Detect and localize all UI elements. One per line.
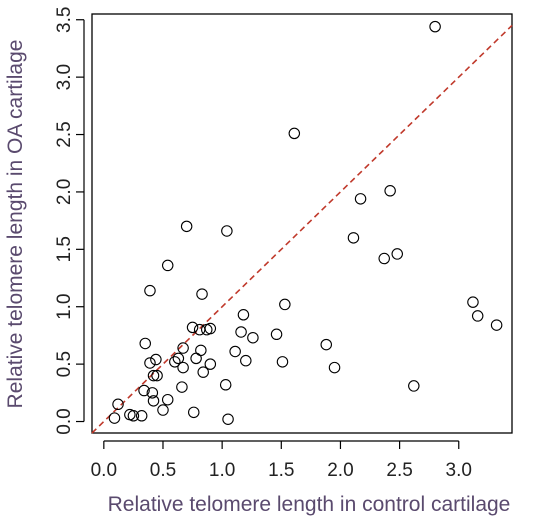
- data-point: [204, 358, 217, 370]
- data-point: [328, 361, 341, 374]
- y-tick-label: 0.0: [54, 408, 75, 434]
- data-point: [490, 319, 503, 331]
- data-point: [288, 127, 301, 140]
- data-point: [147, 395, 160, 407]
- y-tick-label: 1.0: [54, 294, 75, 320]
- data-point: [147, 369, 160, 382]
- x-axis-title: Relative telomere length in control cart…: [108, 493, 511, 516]
- data-point: [240, 354, 252, 367]
- data-point: [221, 225, 233, 237]
- data-point: [161, 259, 174, 272]
- data-point: [177, 361, 189, 374]
- data-point: [169, 356, 181, 368]
- data-point: [180, 220, 193, 233]
- data-point: [247, 331, 259, 344]
- data-point: [354, 193, 367, 205]
- reference-line: [91, 24, 513, 434]
- data-point: [177, 342, 189, 354]
- data-point: [235, 326, 247, 338]
- data-point: [127, 410, 140, 422]
- x-tick-label: 2.0: [327, 460, 353, 481]
- y-tick-label: 0.5: [54, 351, 75, 377]
- data-point: [157, 404, 169, 416]
- data-point: [391, 248, 403, 260]
- y-tick-label: 2.0: [54, 179, 75, 205]
- data-point: [172, 352, 185, 365]
- data-point: [408, 380, 420, 392]
- reference-line-layer: [91, 24, 513, 434]
- data-point: [151, 369, 163, 382]
- y-tick-label: 1.5: [54, 236, 75, 262]
- data-point: [378, 252, 390, 265]
- x-tick-label: 1.5: [268, 460, 294, 481]
- data-point: [219, 379, 232, 391]
- data-point: [144, 284, 156, 297]
- data-point: [229, 345, 241, 358]
- data-point: [467, 296, 479, 308]
- data-point: [320, 338, 333, 351]
- y-axis-title: Relative telomere length in OA cartilage: [4, 40, 27, 409]
- x-tick-label: 3.0: [446, 460, 472, 481]
- data-point: [139, 337, 151, 350]
- data-point: [429, 20, 441, 33]
- data-points-layer: [108, 20, 503, 425]
- data-point: [138, 384, 150, 397]
- data-point: [279, 298, 291, 311]
- data-point: [112, 398, 124, 411]
- data-point: [108, 412, 121, 424]
- data-point: [161, 393, 174, 406]
- data-point: [187, 406, 200, 419]
- data-point: [195, 344, 207, 357]
- data-point: [471, 310, 484, 322]
- y-tick-label: 2.5: [54, 121, 75, 147]
- data-point: [384, 185, 396, 197]
- y-axis: 0.0 0.5 1.0 1.5 2.0 2.5 3.0 3.5: [54, 7, 85, 435]
- x-axis: 0.0 0.5 1.0 1.5 2.0 2.5 3.0: [91, 440, 472, 481]
- data-point: [135, 410, 148, 422]
- y-tick-label: 3.5: [54, 7, 75, 33]
- data-point: [347, 232, 360, 244]
- data-point: [237, 309, 250, 321]
- x-tick-label: 2.5: [386, 460, 412, 481]
- x-tick-label: 0.0: [91, 460, 117, 481]
- data-point: [204, 322, 217, 335]
- plot-frame: [91, 13, 513, 434]
- data-point: [276, 356, 289, 368]
- data-point: [176, 381, 188, 393]
- data-point: [222, 413, 234, 425]
- data-point: [190, 352, 202, 365]
- data-point: [186, 321, 199, 334]
- data-point: [150, 353, 162, 366]
- x-tick-label: 0.5: [150, 460, 176, 481]
- data-point: [146, 387, 159, 399]
- data-point: [270, 328, 283, 341]
- data-point: [197, 366, 209, 378]
- y-tick-label: 3.0: [54, 64, 75, 90]
- x-tick-label: 1.0: [209, 460, 235, 481]
- data-point: [196, 288, 208, 300]
- data-point: [144, 357, 156, 369]
